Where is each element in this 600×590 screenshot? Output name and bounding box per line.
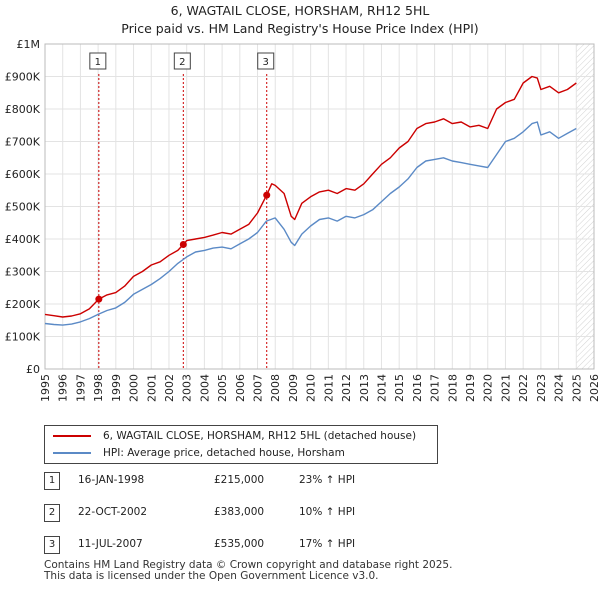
legend-swatch-hpi xyxy=(53,452,91,454)
transaction-hpi-change: 23% ↑ HPI xyxy=(299,474,356,486)
legend-swatch-property xyxy=(53,435,91,437)
legend-label-property: 6, WAGTAIL CLOSE, HORSHAM, RH12 5HL (det… xyxy=(103,430,417,442)
x-tick-label: 2004 xyxy=(198,374,211,402)
x-tick-label: 2025 xyxy=(570,374,583,402)
transaction-date: 16-JAN-1998 xyxy=(78,474,145,486)
transaction-price: £383,000 xyxy=(214,506,265,518)
plot-border xyxy=(44,43,595,370)
x-tick-label: 2018 xyxy=(446,374,459,402)
x-tick-label: 2000 xyxy=(128,374,141,402)
y-tick-label: £300K xyxy=(5,266,41,279)
transaction-number-badge: 2 xyxy=(44,504,60,522)
x-tick-label: 1997 xyxy=(74,374,87,402)
property-price-line xyxy=(44,75,577,318)
x-tick-label: 1995 xyxy=(39,374,52,402)
x-tick-label: 2017 xyxy=(429,374,442,402)
sale-label-box xyxy=(257,52,275,70)
y-tick-label: £900K xyxy=(5,71,41,84)
x-tick-label: 2013 xyxy=(358,374,371,402)
x-tick-label: 2008 xyxy=(269,374,282,402)
y-tick-label: £500K xyxy=(5,201,41,214)
legend-item-hpi: HPI: Average price, detached house, Hors… xyxy=(53,445,345,461)
chart-legend: 6, WAGTAIL CLOSE, HORSHAM, RH12 5HL (det… xyxy=(44,425,438,464)
table-row: 2 22-OCT-2002 £383,000 10% ↑ HPI xyxy=(44,504,594,524)
footer-line-copyright: Contains HM Land Registry data © Crown c… xyxy=(44,559,453,571)
legend-label-hpi: HPI: Average price, detached house, Hors… xyxy=(103,447,345,459)
x-tick-label: 1996 xyxy=(57,374,70,402)
sale-label-box xyxy=(173,52,191,70)
legend-item-property: 6, WAGTAIL CLOSE, HORSHAM, RH12 5HL (det… xyxy=(53,428,416,444)
x-tick-label: 1998 xyxy=(92,374,105,402)
x-tick-label: 2026 xyxy=(588,374,600,402)
price-chart: £0 £100K £200K £300K £400K £500K £600K £700K £80… xyxy=(5,38,600,402)
transaction-date: 11-JUL-2007 xyxy=(78,538,143,550)
chart-subtitle: Price paid vs. HM Land Registry's House … xyxy=(121,21,479,36)
x-tick-label: 2014 xyxy=(375,374,388,402)
transaction-hpi-change: 10% ↑ HPI xyxy=(299,506,356,518)
x-tick-label: 2024 xyxy=(553,374,566,402)
sale-label-number: 2 xyxy=(179,57,185,68)
table-row: 1 16-JAN-1998 £215,000 23% ↑ HPI xyxy=(44,472,594,492)
x-tick-label: 2016 xyxy=(411,374,424,402)
sale-point xyxy=(263,191,271,199)
transaction-number-badge: 3 xyxy=(44,536,60,554)
x-tick-label: 2005 xyxy=(216,374,229,402)
transaction-number-badge: 1 xyxy=(44,472,60,490)
y-tick-label: £700K xyxy=(5,136,41,149)
x-tick-label: 2001 xyxy=(145,374,158,402)
x-tick-label: 2019 xyxy=(464,374,477,402)
x-tick-label: 2003 xyxy=(181,374,194,402)
transaction-date: 22-OCT-2002 xyxy=(78,506,147,518)
y-tick-label: £400K xyxy=(5,233,41,246)
x-tick-label: 2020 xyxy=(482,374,495,402)
y-tick-label: £800K xyxy=(5,103,41,116)
footer-credits: Contains HM Land Registry data © Crown c… xyxy=(44,560,452,582)
sale-label-number: 1 xyxy=(95,57,101,68)
x-tick-label: 2022 xyxy=(517,374,530,402)
transaction-price: £215,000 xyxy=(214,474,265,486)
x-tick-label: 2002 xyxy=(163,374,176,402)
x-tick-label: 2007 xyxy=(252,374,265,402)
transaction-price: £535,000 xyxy=(214,538,265,550)
hpi-line xyxy=(44,121,577,326)
x-tick-label: 1999 xyxy=(110,374,123,402)
x-tick-label: 2009 xyxy=(287,374,300,402)
transaction-hpi-change: 17% ↑ HPI xyxy=(299,538,356,550)
sale-point xyxy=(95,295,103,303)
sale-point xyxy=(179,241,187,249)
x-tick-label: 2010 xyxy=(305,374,318,402)
sale-label-box xyxy=(89,52,107,70)
x-tick-label: 2012 xyxy=(340,374,353,402)
y-tick-label: £600K xyxy=(5,168,41,181)
sale-label-number: 3 xyxy=(263,57,269,68)
table-row: 3 11-JUL-2007 £535,000 17% ↑ HPI xyxy=(44,536,594,556)
y-tick-label: £1M xyxy=(17,38,41,51)
x-tick-label: 2023 xyxy=(535,374,548,402)
y-tick-label: £100K xyxy=(5,331,41,344)
x-tick-label: 2021 xyxy=(499,374,512,402)
y-tick-label: £200K xyxy=(5,298,41,311)
x-tick-label: 2011 xyxy=(322,374,335,402)
y-tick-label: £0 xyxy=(26,363,40,376)
chart-title: 6, WAGTAIL CLOSE, HORSHAM, RH12 5HL xyxy=(170,3,430,18)
x-tick-label: 2015 xyxy=(393,374,406,402)
footer-line-licence: This data is licensed under the Open Gov… xyxy=(44,570,379,582)
x-tick-label: 2006 xyxy=(234,374,247,402)
